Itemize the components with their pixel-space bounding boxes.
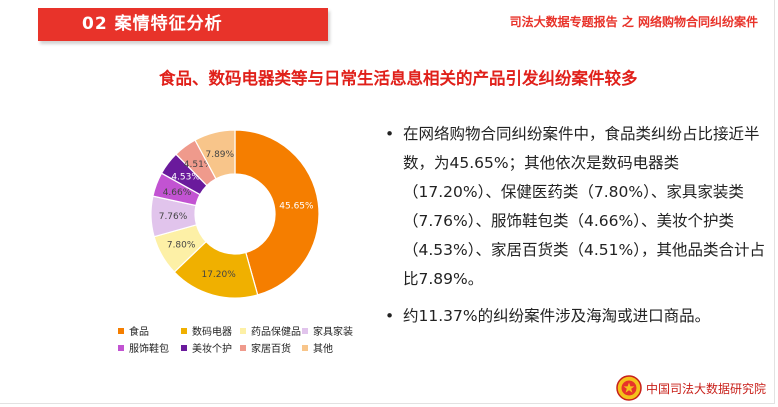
legend-item: 数码电器 xyxy=(181,327,232,339)
legend-label: 药品保健品 xyxy=(251,327,301,338)
headline: 食品、数码电器类等与日常生活息息相关的产品引发纠纷案件较多 xyxy=(159,69,638,88)
footer-org: 中国司法大数据研究院 xyxy=(645,381,766,396)
legend-label: 美妆个护 xyxy=(192,344,232,355)
legend-swatch xyxy=(181,345,187,351)
legend-label: 家具家装 xyxy=(313,327,353,338)
legend-label: 服饰鞋包 xyxy=(129,344,169,355)
report-title: 司法大数据专题报告 之 网络购物合同纠纷案件 xyxy=(509,15,758,29)
legend-item: 药品保健品 xyxy=(240,327,301,339)
legend-label: 数码电器 xyxy=(192,327,232,338)
legend-swatch xyxy=(118,328,124,334)
legend-item: 服饰鞋包 xyxy=(118,344,169,356)
donut-slice xyxy=(234,129,320,296)
bullet-item: • 约11.37%的纠纷案件涉及海淘或进口商品。 xyxy=(385,302,765,331)
slice-data-label: 45.65% xyxy=(279,202,314,212)
slice-data-label: 4.51% xyxy=(184,160,213,170)
legend-swatch xyxy=(302,345,308,351)
bullet-text: 约11.37%的纠纷案件涉及海淘或进口商品。 xyxy=(403,307,711,325)
slice-data-label: 4.66% xyxy=(163,188,192,198)
slice-data-label: 4.53% xyxy=(171,173,200,183)
legend-swatch xyxy=(118,345,124,351)
section-header: 02 案情特征分析 xyxy=(38,8,328,41)
legend-swatch xyxy=(302,328,308,334)
slice-data-label: 7.80% xyxy=(167,241,196,251)
legend-item: 美妆个护 xyxy=(181,344,232,356)
slice-data-label: 7.89% xyxy=(205,150,234,160)
legend-item: 家具家装 xyxy=(302,327,353,339)
legend-swatch xyxy=(240,328,246,334)
footer: 中国司法大数据研究院 xyxy=(616,373,766,403)
legend-label: 食品 xyxy=(129,327,149,338)
bullet-text: 在网络购物合同纠纷案件中，食品类纠纷占比接近半数，为45.65%；其他依次是数码… xyxy=(403,125,765,288)
legend-swatch xyxy=(240,345,246,351)
section-title: 02 案情特征分析 xyxy=(82,14,223,34)
legend-label: 家居百货 xyxy=(251,344,291,355)
bullet-item: • 在网络购物合同纠纷案件中，食品类纠纷占比接近半数，为45.65%；其他依次是… xyxy=(385,120,765,294)
court-emblem-icon xyxy=(616,375,642,401)
legend-item: 其他 xyxy=(302,344,333,356)
legend-item: 食品 xyxy=(118,327,149,339)
legend-label: 其他 xyxy=(313,344,333,355)
bullet-icon: • xyxy=(385,307,395,325)
text-panel: • 在网络购物合同纠纷案件中，食品类纠纷占比接近半数，为45.65%；其他依次是… xyxy=(385,120,765,331)
slice-data-label: 7.76% xyxy=(159,212,188,222)
slice-data-label: 17.20% xyxy=(201,270,236,280)
legend-item: 家居百货 xyxy=(240,344,291,356)
legend-swatch xyxy=(181,328,187,334)
donut-chart: 45.65% 17.20% 7.80% 7.76% 4.66% 4.53% 4.51%7.8… xyxy=(150,129,320,299)
bullet-icon: • xyxy=(385,125,395,143)
donut-slice xyxy=(194,129,236,180)
